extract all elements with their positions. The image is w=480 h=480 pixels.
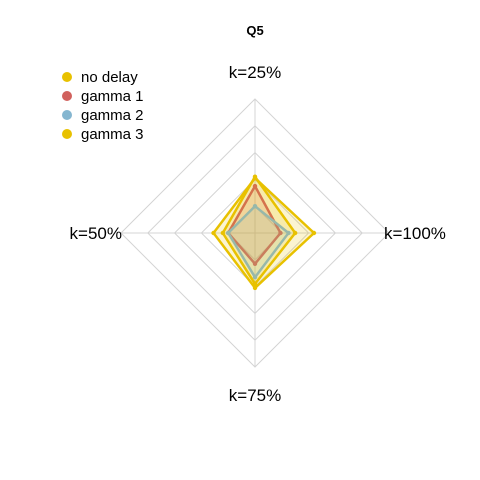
axis-label: k=100%: [384, 224, 446, 243]
legend-label: gamma 1: [81, 88, 144, 105]
legend-label: no delay: [81, 69, 138, 86]
series-point: [253, 176, 257, 180]
legend-swatch: [62, 129, 72, 139]
axis-label: k=75%: [229, 386, 281, 405]
legend-swatch: [62, 91, 72, 101]
legend: no delay gamma 1 gamma 2 gamma 3: [62, 69, 144, 143]
series-point: [211, 231, 215, 235]
legend-label: gamma 3: [81, 126, 144, 143]
legend-swatch: [62, 72, 72, 82]
chart-title: Q5: [246, 23, 263, 38]
axis-label: k=50%: [70, 224, 122, 243]
radar-series: [211, 175, 316, 291]
axis-label: k=25%: [229, 63, 281, 82]
legend-label: gamma 2: [81, 107, 144, 124]
series-point: [253, 286, 257, 290]
series-polygon-4: [214, 178, 315, 288]
series-point: [312, 231, 316, 235]
legend-swatch: [62, 110, 72, 120]
